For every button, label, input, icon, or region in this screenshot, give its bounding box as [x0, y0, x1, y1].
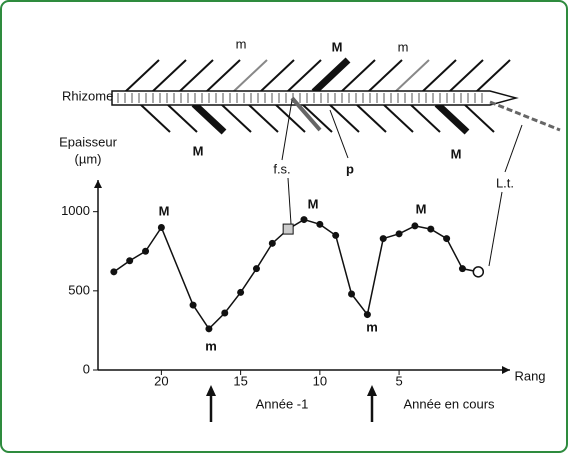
point-square — [282, 223, 294, 235]
x-arrow — [502, 366, 510, 374]
point — [252, 265, 260, 273]
leaf-lower — [409, 103, 441, 133]
y-label: (µm) — [75, 151, 102, 166]
leaf-lower — [191, 101, 227, 135]
leaf-label: M — [332, 39, 343, 54]
point — [268, 239, 276, 247]
point — [300, 216, 308, 224]
leaf-label: m — [398, 39, 409, 54]
point — [237, 288, 245, 296]
y-tick-label: 500 — [68, 282, 90, 297]
point — [189, 301, 197, 309]
point — [395, 230, 403, 238]
period-label: Année -1 — [256, 396, 309, 411]
leaf-upper — [475, 59, 511, 93]
leaf-upper — [421, 59, 457, 93]
rhizome-label: Rhizome — [62, 88, 113, 103]
fs-label: f.s. — [273, 161, 290, 176]
annotation: M — [159, 203, 170, 218]
point — [110, 268, 118, 276]
leader — [287, 177, 292, 225]
leaf-upper — [178, 59, 214, 93]
point — [221, 309, 229, 317]
annotation: m — [366, 319, 378, 334]
y-tick-label: 1000 — [61, 203, 90, 218]
leader — [504, 124, 523, 173]
point — [411, 222, 419, 230]
scale-leaf — [290, 96, 322, 132]
point-open — [472, 266, 485, 278]
leaf-upper — [286, 59, 322, 93]
point — [443, 235, 451, 243]
y-tick-label: 0 — [83, 361, 90, 376]
point — [157, 224, 165, 231]
leaf-lower — [274, 103, 306, 133]
leader — [329, 109, 349, 159]
leaf-label: M — [193, 143, 204, 158]
point — [458, 265, 466, 273]
period-arrowhead — [206, 385, 216, 396]
point — [363, 311, 371, 319]
leaf-upper — [311, 57, 351, 95]
leaf-upper — [394, 59, 430, 93]
x-tick-label: 10 — [313, 373, 327, 388]
leaf-lower — [434, 101, 470, 135]
leaf-upper — [340, 59, 376, 93]
y-arrow — [94, 180, 102, 188]
leaf-upper — [259, 59, 295, 93]
point — [332, 231, 340, 239]
leaf-label: M — [451, 146, 462, 161]
annotation: M — [416, 201, 427, 216]
p-label: p — [346, 161, 354, 176]
leaf-upper — [124, 59, 160, 93]
leaf-upper — [448, 59, 484, 93]
x-tick-label: 5 — [395, 373, 402, 388]
point — [142, 247, 150, 255]
leaf-lower — [166, 103, 198, 133]
leaf-upper — [205, 59, 241, 93]
leaf-lower — [139, 103, 171, 133]
leaf-upper — [232, 59, 268, 93]
point — [348, 290, 356, 298]
point — [205, 325, 213, 333]
point — [316, 220, 324, 228]
annotation: M — [308, 196, 319, 211]
lt-label: L.t. — [496, 175, 514, 190]
leaf-lower — [355, 103, 387, 133]
period-arrowhead — [367, 385, 377, 396]
leader — [281, 99, 293, 161]
plot: 0 500 1000 20 15 10 5 Epaisseur (µm) Rang Année -1… — [59, 134, 546, 422]
x-tick-label: 15 — [233, 373, 247, 388]
annotation: m — [205, 338, 217, 353]
point — [379, 235, 387, 243]
x-tick-label: 20 — [154, 373, 168, 388]
point — [427, 225, 435, 233]
leaf-lower — [463, 103, 495, 133]
point — [126, 257, 134, 265]
x-label: Rang — [514, 368, 545, 383]
leaf-upper — [151, 59, 187, 93]
y-label: Epaisseur — [59, 134, 117, 149]
leaf-lower — [301, 103, 333, 133]
leaf-lower — [382, 103, 414, 133]
leader — [488, 191, 503, 267]
leaf-lower — [328, 103, 360, 133]
leaf-lower — [220, 103, 252, 133]
period-label: Année en cours — [403, 396, 495, 411]
leaf-lower — [247, 103, 279, 133]
new-leaf — [489, 100, 561, 132]
leaf-label: m — [236, 36, 247, 51]
leaf-upper — [367, 59, 403, 93]
